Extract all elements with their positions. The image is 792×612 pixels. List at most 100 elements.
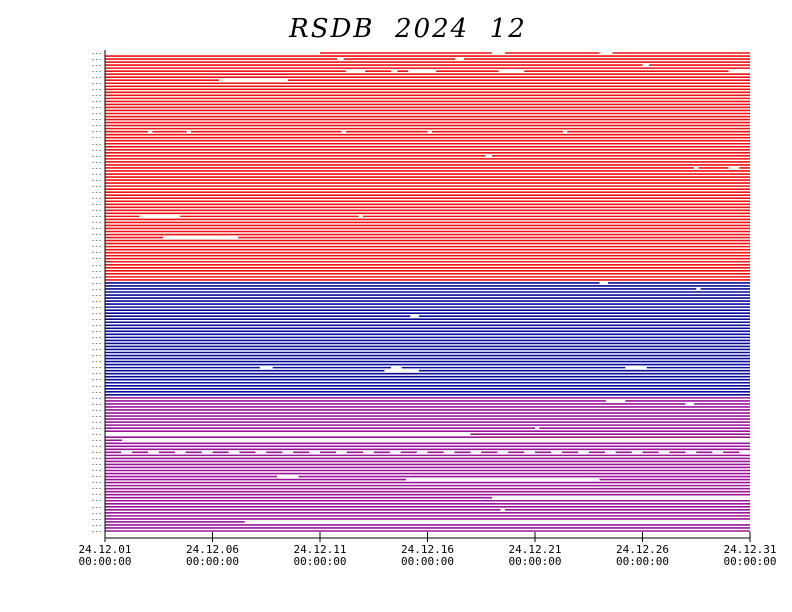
data-gap — [390, 366, 402, 369]
row-label: --- — [91, 371, 102, 378]
row-label: --- — [91, 262, 102, 269]
x-tick-label-date: 24.12.01 — [79, 543, 132, 556]
data-gap — [244, 520, 750, 524]
row-label: --- — [91, 189, 102, 196]
row-label: --- — [91, 165, 102, 172]
row-label: --- — [91, 437, 102, 444]
x-tick-label-time: 00:00:00 — [401, 555, 454, 568]
row-label: --- — [91, 413, 102, 420]
row-label: --- — [91, 274, 102, 281]
row-label: --- — [91, 104, 102, 111]
data-gap — [163, 236, 239, 239]
row-label: --- — [91, 250, 102, 257]
x-tick-label-date: 24.12.31 — [724, 543, 777, 556]
data-gap — [599, 51, 613, 55]
row-label: --- — [91, 395, 102, 402]
row-label: --- — [91, 480, 102, 487]
row-label: --- — [91, 328, 102, 335]
row-label: --- — [91, 238, 102, 245]
x-tick-label-date: 24.12.16 — [401, 543, 454, 556]
row-label: --- — [91, 504, 102, 511]
row-label: --- — [91, 377, 102, 384]
row-label: --- — [91, 389, 102, 396]
row-label: --- — [91, 346, 102, 353]
row-label: --- — [91, 177, 102, 184]
row-label: --- — [91, 129, 102, 136]
x-axis-ticks: 24.12.0100:00:0024.12.0600:00:0024.12.11… — [79, 532, 777, 568]
row-label: --- — [91, 268, 102, 275]
x-tick-label-date: 24.12.11 — [294, 543, 347, 556]
row-label: --- — [91, 286, 102, 293]
row-label: --- — [91, 516, 102, 523]
row-label: --- — [91, 244, 102, 251]
row-label: --- — [91, 98, 102, 105]
row-label: --- — [91, 498, 102, 505]
row-label: --- — [91, 461, 102, 468]
row-labels: ----------------------------------------… — [91, 50, 102, 535]
row-label: --- — [91, 322, 102, 329]
row-label: --- — [91, 431, 102, 438]
row-label: --- — [91, 135, 102, 142]
row-label: --- — [91, 117, 102, 124]
row-label: --- — [91, 316, 102, 323]
data-gap — [500, 508, 505, 512]
row-label: --- — [91, 256, 102, 263]
data-gap — [427, 130, 432, 133]
row-label: --- — [91, 353, 102, 360]
row-label: --- — [91, 141, 102, 148]
data-gap — [358, 215, 363, 218]
data-gap — [498, 69, 525, 73]
row-label: --- — [91, 486, 102, 493]
data-gap — [406, 478, 600, 481]
x-tick-label-time: 00:00:00 — [294, 555, 347, 568]
row-label: --- — [91, 298, 102, 305]
data-gap — [139, 215, 181, 218]
row-label: --- — [91, 225, 102, 232]
data-gap — [694, 166, 699, 170]
row-label: --- — [91, 401, 102, 408]
row-label: --- — [91, 111, 102, 118]
row-label: --- — [91, 80, 102, 87]
x-tick-label-date: 24.12.06 — [186, 543, 239, 556]
data-gap — [455, 57, 465, 61]
row-label: --- — [91, 340, 102, 347]
row-label: --- — [91, 425, 102, 432]
row-label: --- — [91, 68, 102, 75]
row-label: --- — [91, 147, 102, 154]
data-gap — [345, 69, 366, 73]
row-label: --- — [91, 280, 102, 287]
row-label: --- — [91, 219, 102, 226]
data-gap — [599, 281, 609, 285]
row-label: --- — [91, 443, 102, 450]
row-label: --- — [91, 292, 102, 299]
data-gap — [696, 287, 701, 291]
data-gap — [105, 51, 320, 55]
x-tick-label-time: 00:00:00 — [616, 555, 669, 568]
data-gap — [105, 432, 471, 436]
data-gap — [728, 166, 740, 170]
row-label: --- — [91, 467, 102, 474]
data-gap — [492, 51, 505, 55]
data-gap — [277, 475, 299, 478]
row-label: --- — [91, 474, 102, 481]
row-label: --- — [91, 232, 102, 239]
data-gap — [259, 366, 273, 369]
x-tick-label-date: 24.12.21 — [509, 543, 562, 556]
x-tick-label-date: 24.12.26 — [616, 543, 669, 556]
row-label: --- — [91, 492, 102, 499]
row-label: --- — [91, 62, 102, 69]
data-gap — [122, 439, 750, 442]
data-gap — [341, 130, 346, 133]
row-label: --- — [91, 359, 102, 366]
row-label: --- — [91, 159, 102, 166]
data-gap — [562, 130, 568, 133]
data-gap — [148, 130, 153, 133]
row-label: --- — [91, 153, 102, 160]
row-label: --- — [91, 207, 102, 214]
data-gap — [390, 69, 398, 73]
row-label: --- — [91, 86, 102, 93]
data-gap — [186, 130, 191, 133]
row-label: --- — [91, 195, 102, 202]
data-gap — [685, 402, 695, 406]
row-label: --- — [91, 213, 102, 220]
